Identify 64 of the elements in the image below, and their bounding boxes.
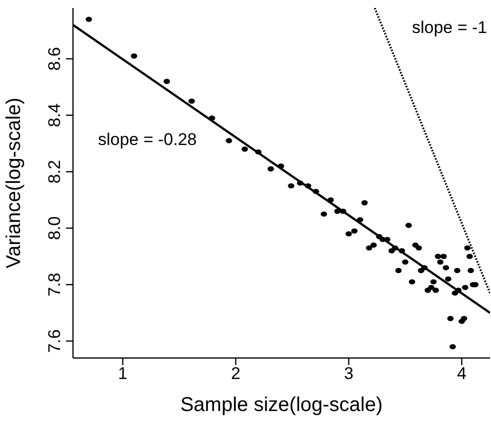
point xyxy=(312,188,320,194)
point xyxy=(434,254,442,259)
point xyxy=(327,197,334,203)
point xyxy=(454,268,460,274)
point xyxy=(447,316,454,322)
point xyxy=(268,166,274,172)
point xyxy=(334,208,341,214)
x-tick-label: 1 xyxy=(118,364,128,384)
point xyxy=(370,242,377,248)
point xyxy=(444,276,452,282)
point xyxy=(86,16,92,22)
point xyxy=(351,228,358,234)
point xyxy=(442,265,450,270)
point xyxy=(226,138,232,144)
point xyxy=(208,115,216,121)
y-tick-label: 8.4 xyxy=(45,103,64,128)
y-tick-label: 8.6 xyxy=(45,46,64,71)
point xyxy=(392,245,398,251)
point xyxy=(408,279,416,284)
point xyxy=(340,208,346,214)
point xyxy=(296,180,304,186)
point xyxy=(428,284,434,290)
point xyxy=(356,217,364,222)
point xyxy=(466,254,473,259)
point xyxy=(288,183,294,188)
point xyxy=(405,222,412,228)
annotation: slope = -1 xyxy=(412,18,488,38)
annotation: slope = -0.28 xyxy=(98,130,197,150)
x-axis-title: Sample size(log-scale) xyxy=(180,394,383,416)
y-axis-title: Variance(log-scale) xyxy=(3,98,26,268)
point xyxy=(450,344,456,350)
y-tick-label: 7.8 xyxy=(45,272,64,296)
point xyxy=(242,146,248,152)
point xyxy=(398,248,406,254)
y-tick-label: 7.6 xyxy=(45,329,64,353)
point xyxy=(460,316,468,322)
y-tick-label: 8.2 xyxy=(45,160,64,184)
point xyxy=(437,259,444,265)
point xyxy=(464,245,471,251)
point xyxy=(366,245,372,251)
point xyxy=(395,268,402,274)
point xyxy=(304,183,312,188)
point xyxy=(468,268,474,274)
point xyxy=(320,211,328,217)
point xyxy=(432,288,439,293)
point xyxy=(278,163,284,169)
point xyxy=(430,279,437,284)
point xyxy=(361,200,368,206)
point xyxy=(421,265,428,270)
point xyxy=(164,78,170,84)
point xyxy=(346,231,352,236)
point xyxy=(416,245,422,251)
point xyxy=(402,259,408,265)
point xyxy=(440,254,447,259)
point xyxy=(455,288,462,293)
x-tick-label: 2 xyxy=(230,364,240,384)
y-tick-label: 8.0 xyxy=(45,216,64,240)
x-tick-label: 3 xyxy=(344,364,354,384)
x-tick-label: 4 xyxy=(457,364,466,384)
point xyxy=(130,53,138,59)
point xyxy=(462,284,468,290)
point xyxy=(188,98,195,104)
point xyxy=(255,149,262,155)
point xyxy=(384,236,390,242)
